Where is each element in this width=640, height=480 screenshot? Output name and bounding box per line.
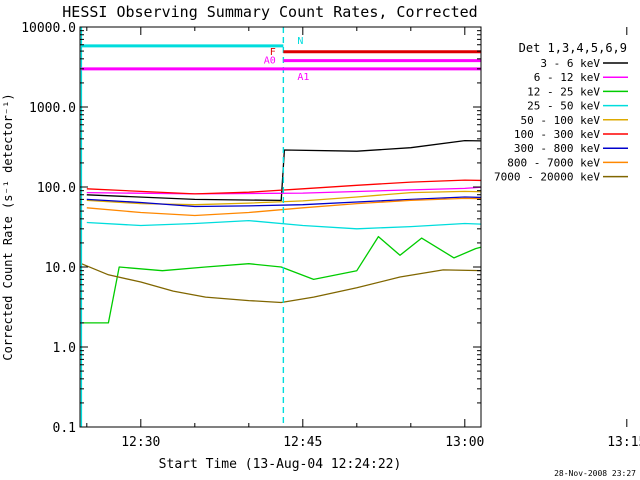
series-group bbox=[80, 27, 481, 427]
plot-area: N FA0 A1 bbox=[80, 27, 481, 427]
y-axis-label: Corrected Count Rate (s⁻¹ detector⁻¹) bbox=[1, 93, 15, 360]
chart-title: HESSI Observing Summary Count Rates, Cor… bbox=[62, 3, 477, 21]
flag-label: A1 bbox=[297, 72, 309, 83]
legend-entry: 3 - 6 keV bbox=[540, 57, 600, 70]
series-line-9 bbox=[81, 263, 481, 304]
legend-entry: 25 - 50 keV bbox=[527, 100, 600, 113]
series-line-7 bbox=[86, 196, 481, 208]
series-line-6 bbox=[86, 179, 481, 195]
y-tick-label: 10.0 bbox=[45, 261, 76, 276]
plot-frame bbox=[79, 26, 482, 428]
series-line-3 bbox=[81, 235, 481, 324]
x-tick-label: 12:45 bbox=[283, 435, 322, 450]
legend-title: Det 1,3,4,5,6,9 bbox=[519, 41, 627, 55]
flag-label: A0 bbox=[264, 56, 276, 67]
y-axis: 10000.0 1000.0 100.0 10.0 1.0 0.1 bbox=[21, 21, 481, 436]
legend-entry: 50 - 100 keV bbox=[521, 114, 601, 127]
y-tick-label: 100.0 bbox=[37, 181, 76, 196]
series-line-5 bbox=[86, 190, 481, 206]
footer-date: 28-Nov-2008 23:27 bbox=[554, 469, 636, 478]
series-line-4 bbox=[86, 219, 481, 230]
flag-label: N bbox=[297, 36, 303, 47]
y-tick-label: 0.1 bbox=[53, 421, 76, 436]
x-tick-label: 13:15 bbox=[607, 435, 640, 450]
legend-entry: 300 - 800 keV bbox=[514, 142, 600, 155]
x-tick-label: 12:30 bbox=[121, 435, 160, 450]
x-axis-label: Start Time (13-Aug-04 12:24:22) bbox=[159, 457, 402, 472]
series-line-8 bbox=[86, 197, 481, 217]
series-line-1 bbox=[86, 139, 481, 202]
legend-entry: 12 - 25 keV bbox=[527, 85, 600, 98]
x-tick-label: 13:00 bbox=[445, 435, 484, 450]
legend-entry: 100 - 300 keV bbox=[514, 128, 600, 141]
y-tick-label: 1.0 bbox=[53, 341, 76, 356]
y-tick-label: 10000.0 bbox=[21, 21, 76, 36]
flag-label: F bbox=[270, 47, 276, 58]
legend-entry: 7000 - 20000 keV bbox=[494, 171, 600, 184]
legend-entry: 800 - 7000 keV bbox=[507, 156, 600, 169]
legend-entry: 6 - 12 keV bbox=[534, 71, 601, 84]
y-tick-label: 1000.0 bbox=[29, 101, 76, 116]
